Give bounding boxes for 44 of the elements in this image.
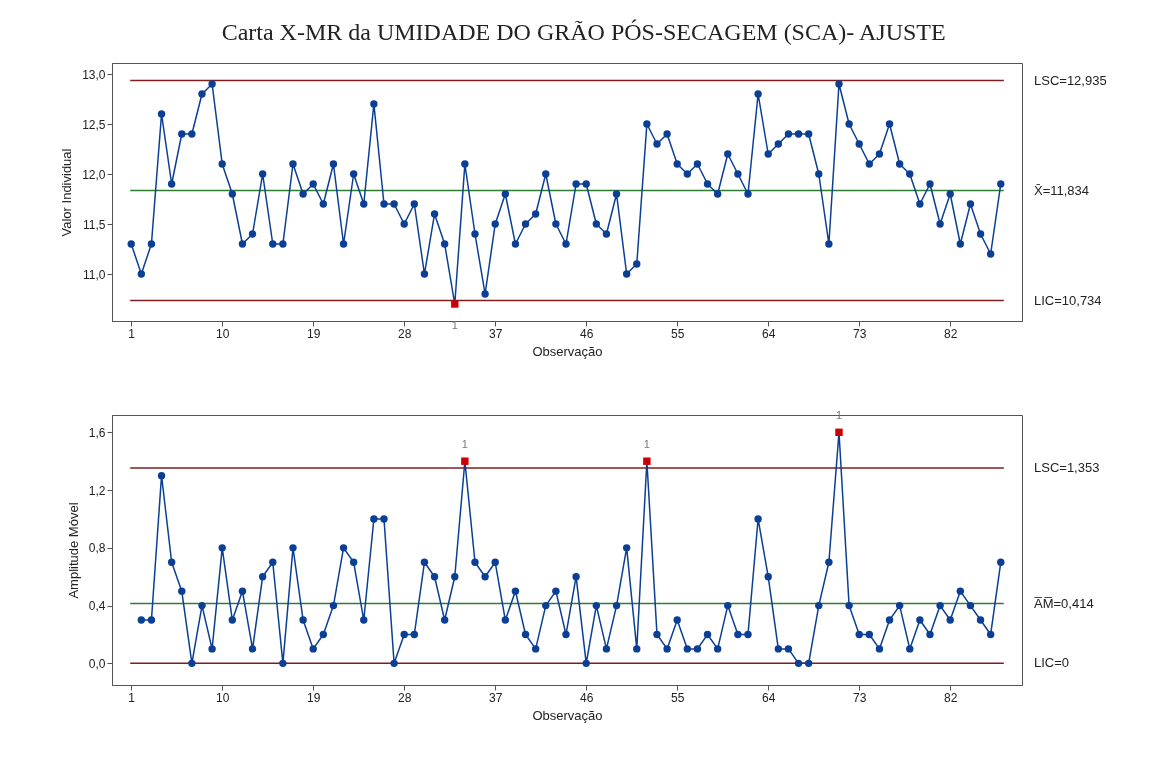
y-tick-label: 1,6 bbox=[88, 425, 106, 440]
ref-line-label: LIC=10,734 bbox=[1034, 292, 1102, 308]
x-tick-label: 37 bbox=[489, 690, 503, 705]
x-axis-title: Observação bbox=[532, 343, 603, 359]
y-tick-label: 11,0 bbox=[83, 267, 106, 282]
y-tick-label: 13,0 bbox=[82, 67, 106, 82]
x-tick-label: 37 bbox=[489, 326, 503, 341]
x-tick-label: 46 bbox=[580, 690, 594, 705]
annotation: 1 bbox=[643, 438, 650, 451]
x-tick-label: 82 bbox=[944, 690, 958, 705]
y-tick-label: 11,5 bbox=[83, 217, 106, 232]
x-tick-label: 82 bbox=[944, 326, 958, 341]
y-axis-title: Valor Individual bbox=[59, 148, 75, 237]
x-tick-label: 73 bbox=[853, 690, 867, 705]
ref-line-label: LSC=1,353 bbox=[1034, 459, 1100, 475]
x-tick-label: 28 bbox=[398, 326, 412, 341]
x-tick-label: 55 bbox=[671, 690, 685, 705]
y-tick-label: 0,0 bbox=[88, 656, 106, 671]
y-tick-label: 12,5 bbox=[82, 117, 106, 132]
x-tick-label: 1 bbox=[128, 690, 136, 705]
ref-line-label: A̅M̅=0,414 bbox=[1034, 595, 1094, 611]
x-tick-label: 55 bbox=[671, 326, 685, 341]
x-tick-label: 73 bbox=[853, 326, 867, 341]
y-tick-label: 1,2 bbox=[88, 483, 106, 498]
x-tick-label: 10 bbox=[216, 326, 230, 341]
y-tick-label: 0,4 bbox=[88, 599, 106, 614]
x-tick-label: 46 bbox=[580, 326, 594, 341]
y-axis-title: Amplitude Móvel bbox=[65, 502, 81, 599]
ref-line-label: X̄=11,834 bbox=[1034, 182, 1090, 198]
ref-line-label: LSC=12,935 bbox=[1034, 72, 1107, 88]
ref-line-label: LIC=0 bbox=[1034, 655, 1070, 671]
x-tick-label: 64 bbox=[762, 690, 776, 705]
x-tick-label: 19 bbox=[307, 690, 321, 705]
annotation: 1 bbox=[835, 409, 843, 422]
y-tick-label: 0,8 bbox=[88, 541, 106, 556]
x-tick-label: 1 bbox=[128, 326, 136, 341]
x-axis-title: Observação bbox=[532, 707, 603, 723]
x-tick-label: 10 bbox=[216, 690, 230, 705]
annotation: 1 bbox=[461, 438, 468, 451]
x-tick-label: 28 bbox=[398, 690, 412, 705]
x-tick-label: 19 bbox=[307, 326, 321, 341]
chart-title: Carta X-MR da UMIDADE DO GRÃO PÓS-SECAGEM (SCA)- AJUSTE bbox=[221, 18, 946, 45]
x-tick-label: 64 bbox=[762, 326, 776, 341]
y-tick-label: 12,0 bbox=[82, 167, 106, 182]
